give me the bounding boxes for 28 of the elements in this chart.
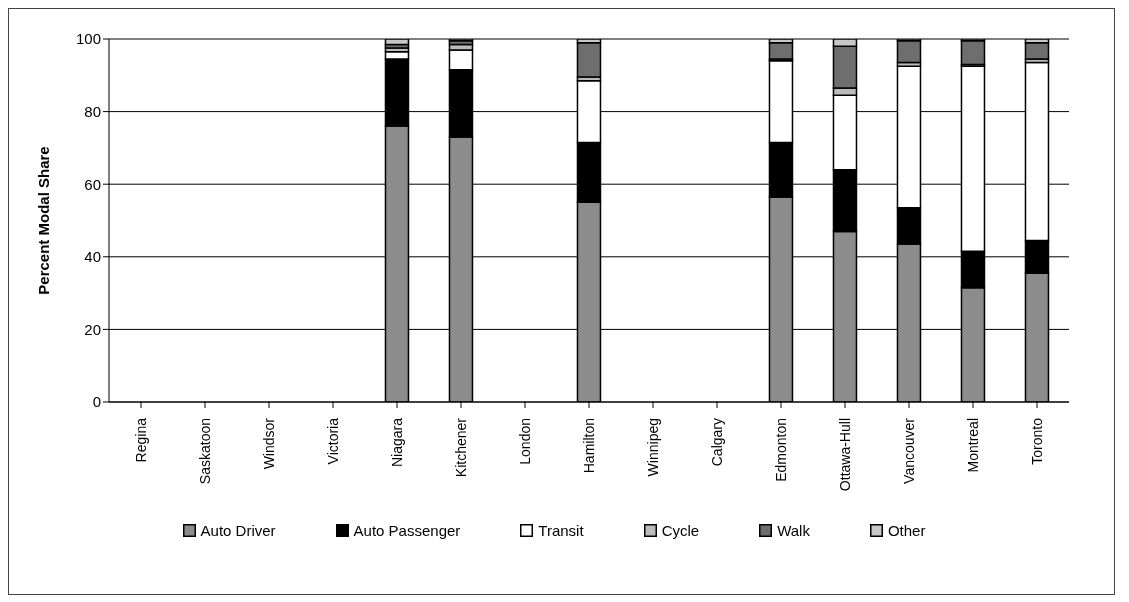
y-axis-title: Percent Modal Share (35, 146, 53, 295)
legend-label: Walk (777, 522, 810, 539)
x-tick-label: Vancouver (901, 417, 917, 484)
y-tick-label: 40 (84, 248, 101, 266)
legend-label: Cycle (661, 522, 700, 539)
x-tick-label: Niagara (389, 417, 405, 468)
y-tick-label: 20 (84, 320, 101, 338)
x-tick-label: Kitchener (453, 417, 469, 478)
x-tick-label: Hamilton (581, 418, 597, 474)
x-tick-label: Edmonton (773, 418, 789, 482)
y-tick-label: 60 (84, 175, 101, 193)
legend-label: Other (887, 522, 926, 539)
x-tick-label: London (517, 418, 533, 465)
x-tick-label: Montreal (965, 418, 981, 473)
x-tick-label: Saskatoon (197, 418, 213, 485)
x-tick-label: Winnipeg (645, 418, 661, 477)
legend-label: Transit (538, 522, 584, 539)
x-tick-label: Regina (133, 417, 149, 463)
x-tick-label: Victoria (325, 417, 341, 465)
x-tick-label: Ottawa-Hull (837, 418, 853, 492)
legend-label: Auto Driver (200, 522, 276, 539)
y-tick-label: 0 (92, 393, 101, 411)
x-tick-label: Windsor (261, 417, 277, 470)
y-tick-label: 100 (75, 30, 101, 48)
y-tick-label: 80 (84, 102, 101, 120)
x-tick-label: Toronto (1029, 417, 1045, 465)
legend-label: Auto Passenger (353, 522, 461, 539)
x-tick-label: Calgary (709, 418, 725, 467)
